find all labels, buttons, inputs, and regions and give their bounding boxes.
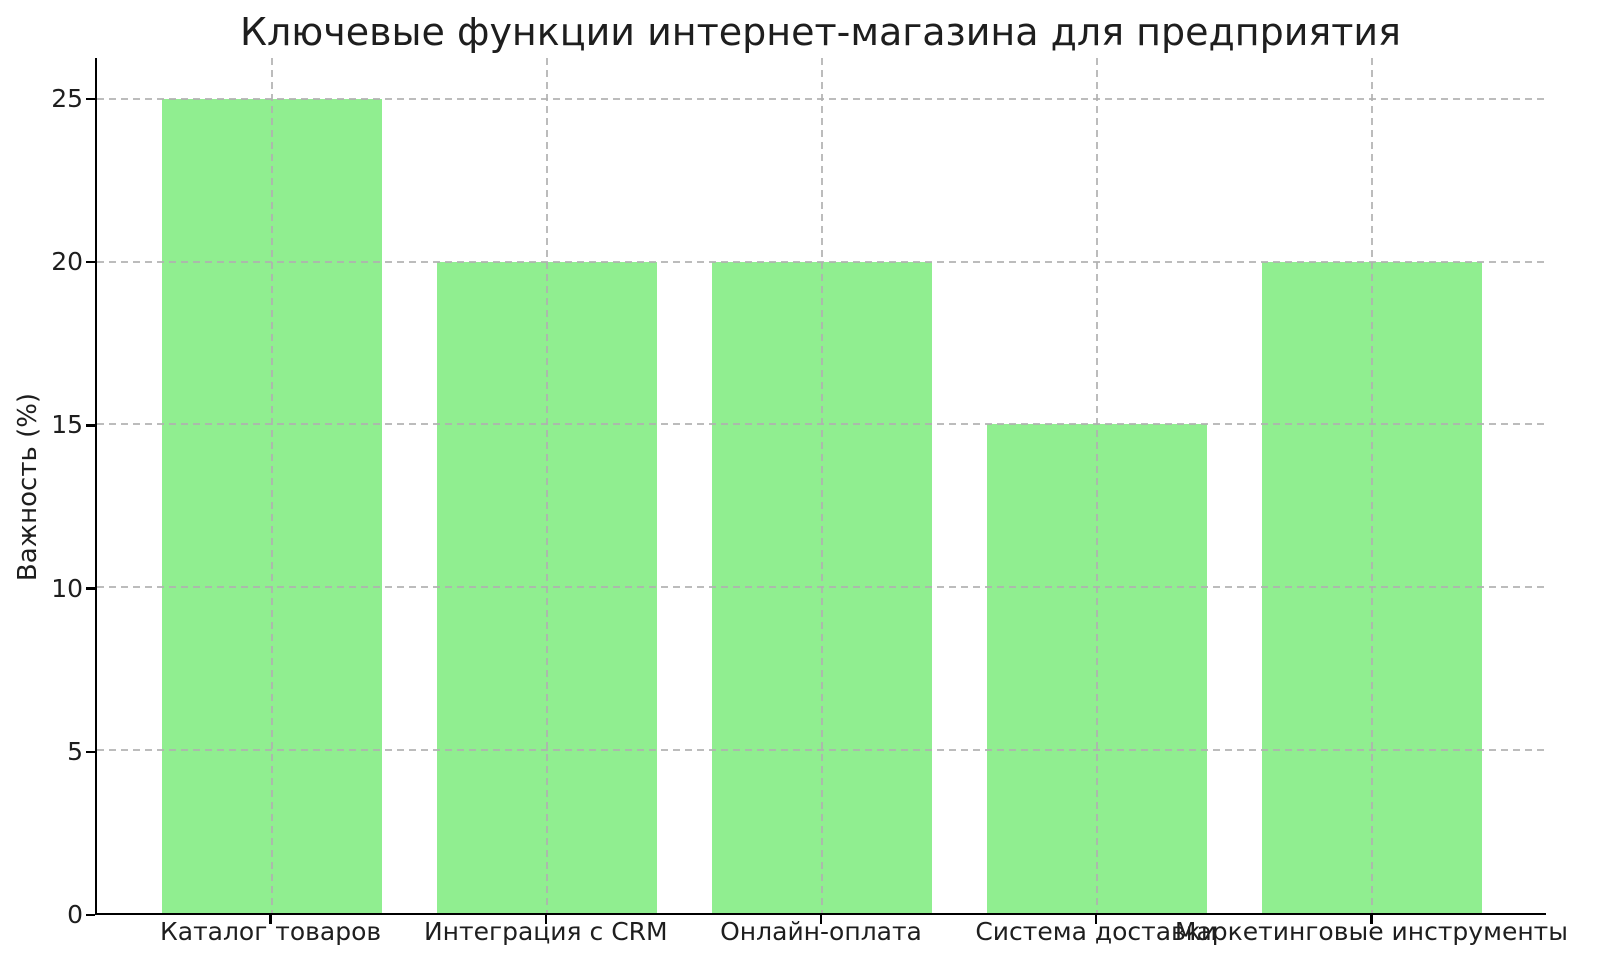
y-tick-label: 5: [67, 736, 83, 766]
x-tick-mark: [819, 915, 823, 924]
x-tick-label: Онлайн-оплата: [720, 917, 922, 946]
horizontal-gridline: [97, 97, 1546, 100]
y-tick-mark: [86, 97, 95, 101]
plot-area: [95, 58, 1546, 915]
y-tick-label: 0: [67, 900, 83, 929]
y-tick-label: 20: [51, 247, 83, 277]
chart-title: Ключевые функции интернет-магазина для п…: [240, 10, 1401, 54]
x-tick-label: Маркетинговые инструменты: [1174, 917, 1568, 946]
x-tick-mark: [544, 915, 548, 924]
x-tick-label: Каталог товаров: [160, 917, 382, 946]
x-tick-mark: [1370, 915, 1373, 924]
y-tick-label: 15: [51, 410, 83, 440]
horizontal-gridline: [97, 423, 1546, 426]
vertical-gridline: [546, 58, 549, 913]
y-tick-mark: [86, 587, 95, 590]
y-tick-mark: [86, 260, 95, 264]
vertical-gridline: [1370, 58, 1373, 913]
vertical-gridline: [821, 58, 823, 913]
x-tick-label: Система доставки: [975, 917, 1218, 946]
y-tick-mark: [86, 750, 95, 753]
y-tick-label: 10: [51, 573, 83, 603]
horizontal-gridline: [97, 260, 1546, 263]
horizontal-gridline: [97, 749, 1546, 752]
x-tick-mark: [269, 915, 272, 924]
y-tick-label: 25: [51, 83, 83, 113]
horizontal-gridline: [97, 586, 1546, 589]
x-tick-mark: [1094, 915, 1098, 924]
vertical-gridline: [271, 58, 274, 913]
vertical-gridline: [1095, 58, 1098, 913]
x-tick-label: Интеграция с CRM: [423, 917, 668, 946]
y-tick-mark: [86, 424, 95, 427]
y-tick-mark: [86, 913, 95, 917]
